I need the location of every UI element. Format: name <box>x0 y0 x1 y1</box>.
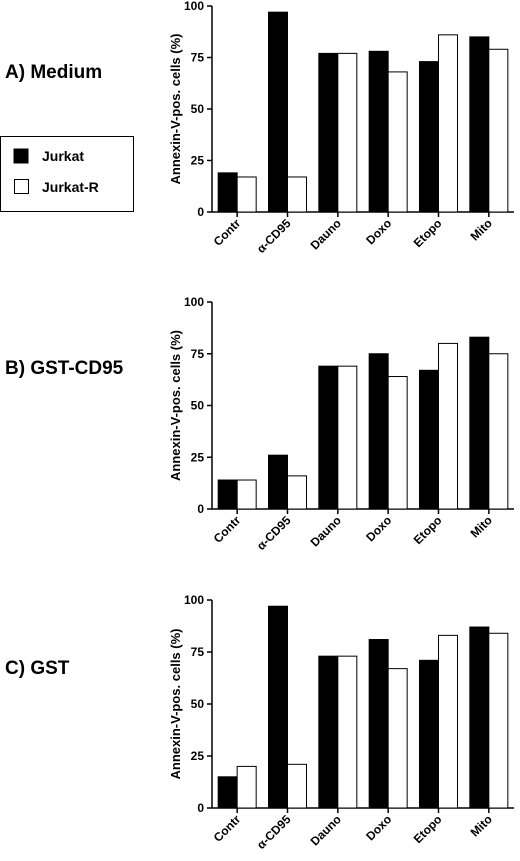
bar-jurkat <box>217 172 238 213</box>
bar-jurkat <box>318 655 339 809</box>
category-label: Etopo <box>411 812 445 846</box>
category-label: Contr <box>211 812 244 845</box>
bar-jurkat <box>419 659 439 809</box>
legend-box <box>0 136 134 212</box>
category-label: α-CD95 <box>254 812 294 852</box>
category-label: Mito <box>468 216 495 243</box>
bar-jurkat-r <box>236 479 257 510</box>
y-tick-label: 0 <box>197 502 204 516</box>
bar-jurkat-r <box>287 763 307 809</box>
category-label: Contr <box>211 216 244 249</box>
chart-panel-a: 0 25 50 75 100 Annexin-V-pos. cells (%) Contr α… <box>168 0 514 256</box>
category-label: Etopo <box>411 513 445 547</box>
y-tick-label: 0 <box>197 801 204 815</box>
bar-jurkat-r <box>438 34 458 213</box>
legend-label-jurkat: Jurkat <box>42 148 84 164</box>
y-tick-label: 50 <box>191 697 205 711</box>
bar-jurkat <box>469 626 490 809</box>
category-label: Doxo <box>363 513 394 544</box>
bar-jurkat <box>419 61 439 213</box>
bar-jurkat-r <box>488 632 509 809</box>
legend: Jurkat Jurkat-R <box>0 136 134 212</box>
bar-jurkat-r <box>438 342 458 510</box>
legend-label-jurkat-r: Jurkat-R <box>42 179 99 195</box>
y-tick-label: 75 <box>191 645 205 659</box>
bar-jurkat <box>368 50 389 213</box>
category-label: Dauno <box>308 513 344 549</box>
y-axis-label: Annexin-V-pos. cells (%) <box>168 629 183 780</box>
y-tick-label: 100 <box>184 295 204 309</box>
category-label: Doxo <box>363 216 394 247</box>
legend-swatch-jurkat <box>13 148 29 164</box>
bar-jurkat <box>268 454 288 510</box>
panel-title-c: C) GST <box>5 658 70 679</box>
category-label: Mito <box>468 812 495 839</box>
bar-jurkat <box>469 36 490 213</box>
bar-jurkat-r <box>337 655 358 809</box>
y-tick-label: 25 <box>191 450 205 464</box>
bar-jurkat <box>268 11 288 213</box>
bar-jurkat-r <box>287 176 307 213</box>
bar-jurkat <box>217 479 238 510</box>
category-label: Mito <box>468 513 495 540</box>
y-tick-label: 100 <box>184 0 204 13</box>
y-tick-label: 75 <box>191 51 205 65</box>
bar-jurkat-r <box>236 765 257 809</box>
y-tick-label: 75 <box>191 347 205 361</box>
y-tick-label: 50 <box>191 102 205 116</box>
category-label: α-CD95 <box>254 216 294 256</box>
y-tick-label: 0 <box>197 205 204 219</box>
legend-swatch-jurkat-r <box>14 179 29 194</box>
bar-jurkat-r <box>387 71 408 213</box>
category-label: α-CD95 <box>254 513 294 553</box>
bar-jurkat <box>368 353 389 510</box>
category-label: Contr <box>211 513 244 546</box>
category-label: Dauno <box>308 812 344 848</box>
chart-panel-b: 0 25 50 75 100 Annexin-V-pos. cells (%) Contr α… <box>168 295 514 553</box>
bar-jurkat-r <box>387 376 408 510</box>
bar-jurkat <box>419 369 439 510</box>
y-tick-label: 50 <box>191 399 205 413</box>
panel-title-b: B) GST-CD95 <box>5 358 124 379</box>
bar-jurkat-r <box>287 475 307 510</box>
bar-jurkat <box>318 52 339 213</box>
bar-jurkat-r <box>438 634 458 809</box>
bar-jurkat-r <box>488 48 509 213</box>
bar-jurkat <box>469 336 490 510</box>
category-label: Dauno <box>308 216 344 252</box>
bar-jurkat <box>368 639 389 809</box>
y-axis-label: Annexin-V-pos. cells (%) <box>168 34 183 185</box>
category-label: Etopo <box>411 216 445 250</box>
y-tick-label: 100 <box>184 593 204 607</box>
y-tick-label: 25 <box>191 154 205 168</box>
bar-jurkat-r <box>387 668 408 809</box>
bar-jurkat <box>217 776 238 809</box>
bar-jurkat-r <box>488 353 509 510</box>
y-tick-label: 25 <box>191 749 205 763</box>
panel-title-a: A) Medium <box>5 62 102 83</box>
bar-jurkat <box>318 365 339 510</box>
chart-panel-c: 0 25 50 75 100 Annexin-V-pos. cells (%) Contr α… <box>168 593 514 852</box>
bar-jurkat-r <box>337 52 358 213</box>
bar-jurkat-r <box>337 365 358 510</box>
bar-jurkat <box>268 605 288 809</box>
category-label: Doxo <box>363 812 394 843</box>
bar-jurkat-r <box>236 176 257 213</box>
y-axis-label: Annexin-V-pos. cells (%) <box>168 330 183 481</box>
